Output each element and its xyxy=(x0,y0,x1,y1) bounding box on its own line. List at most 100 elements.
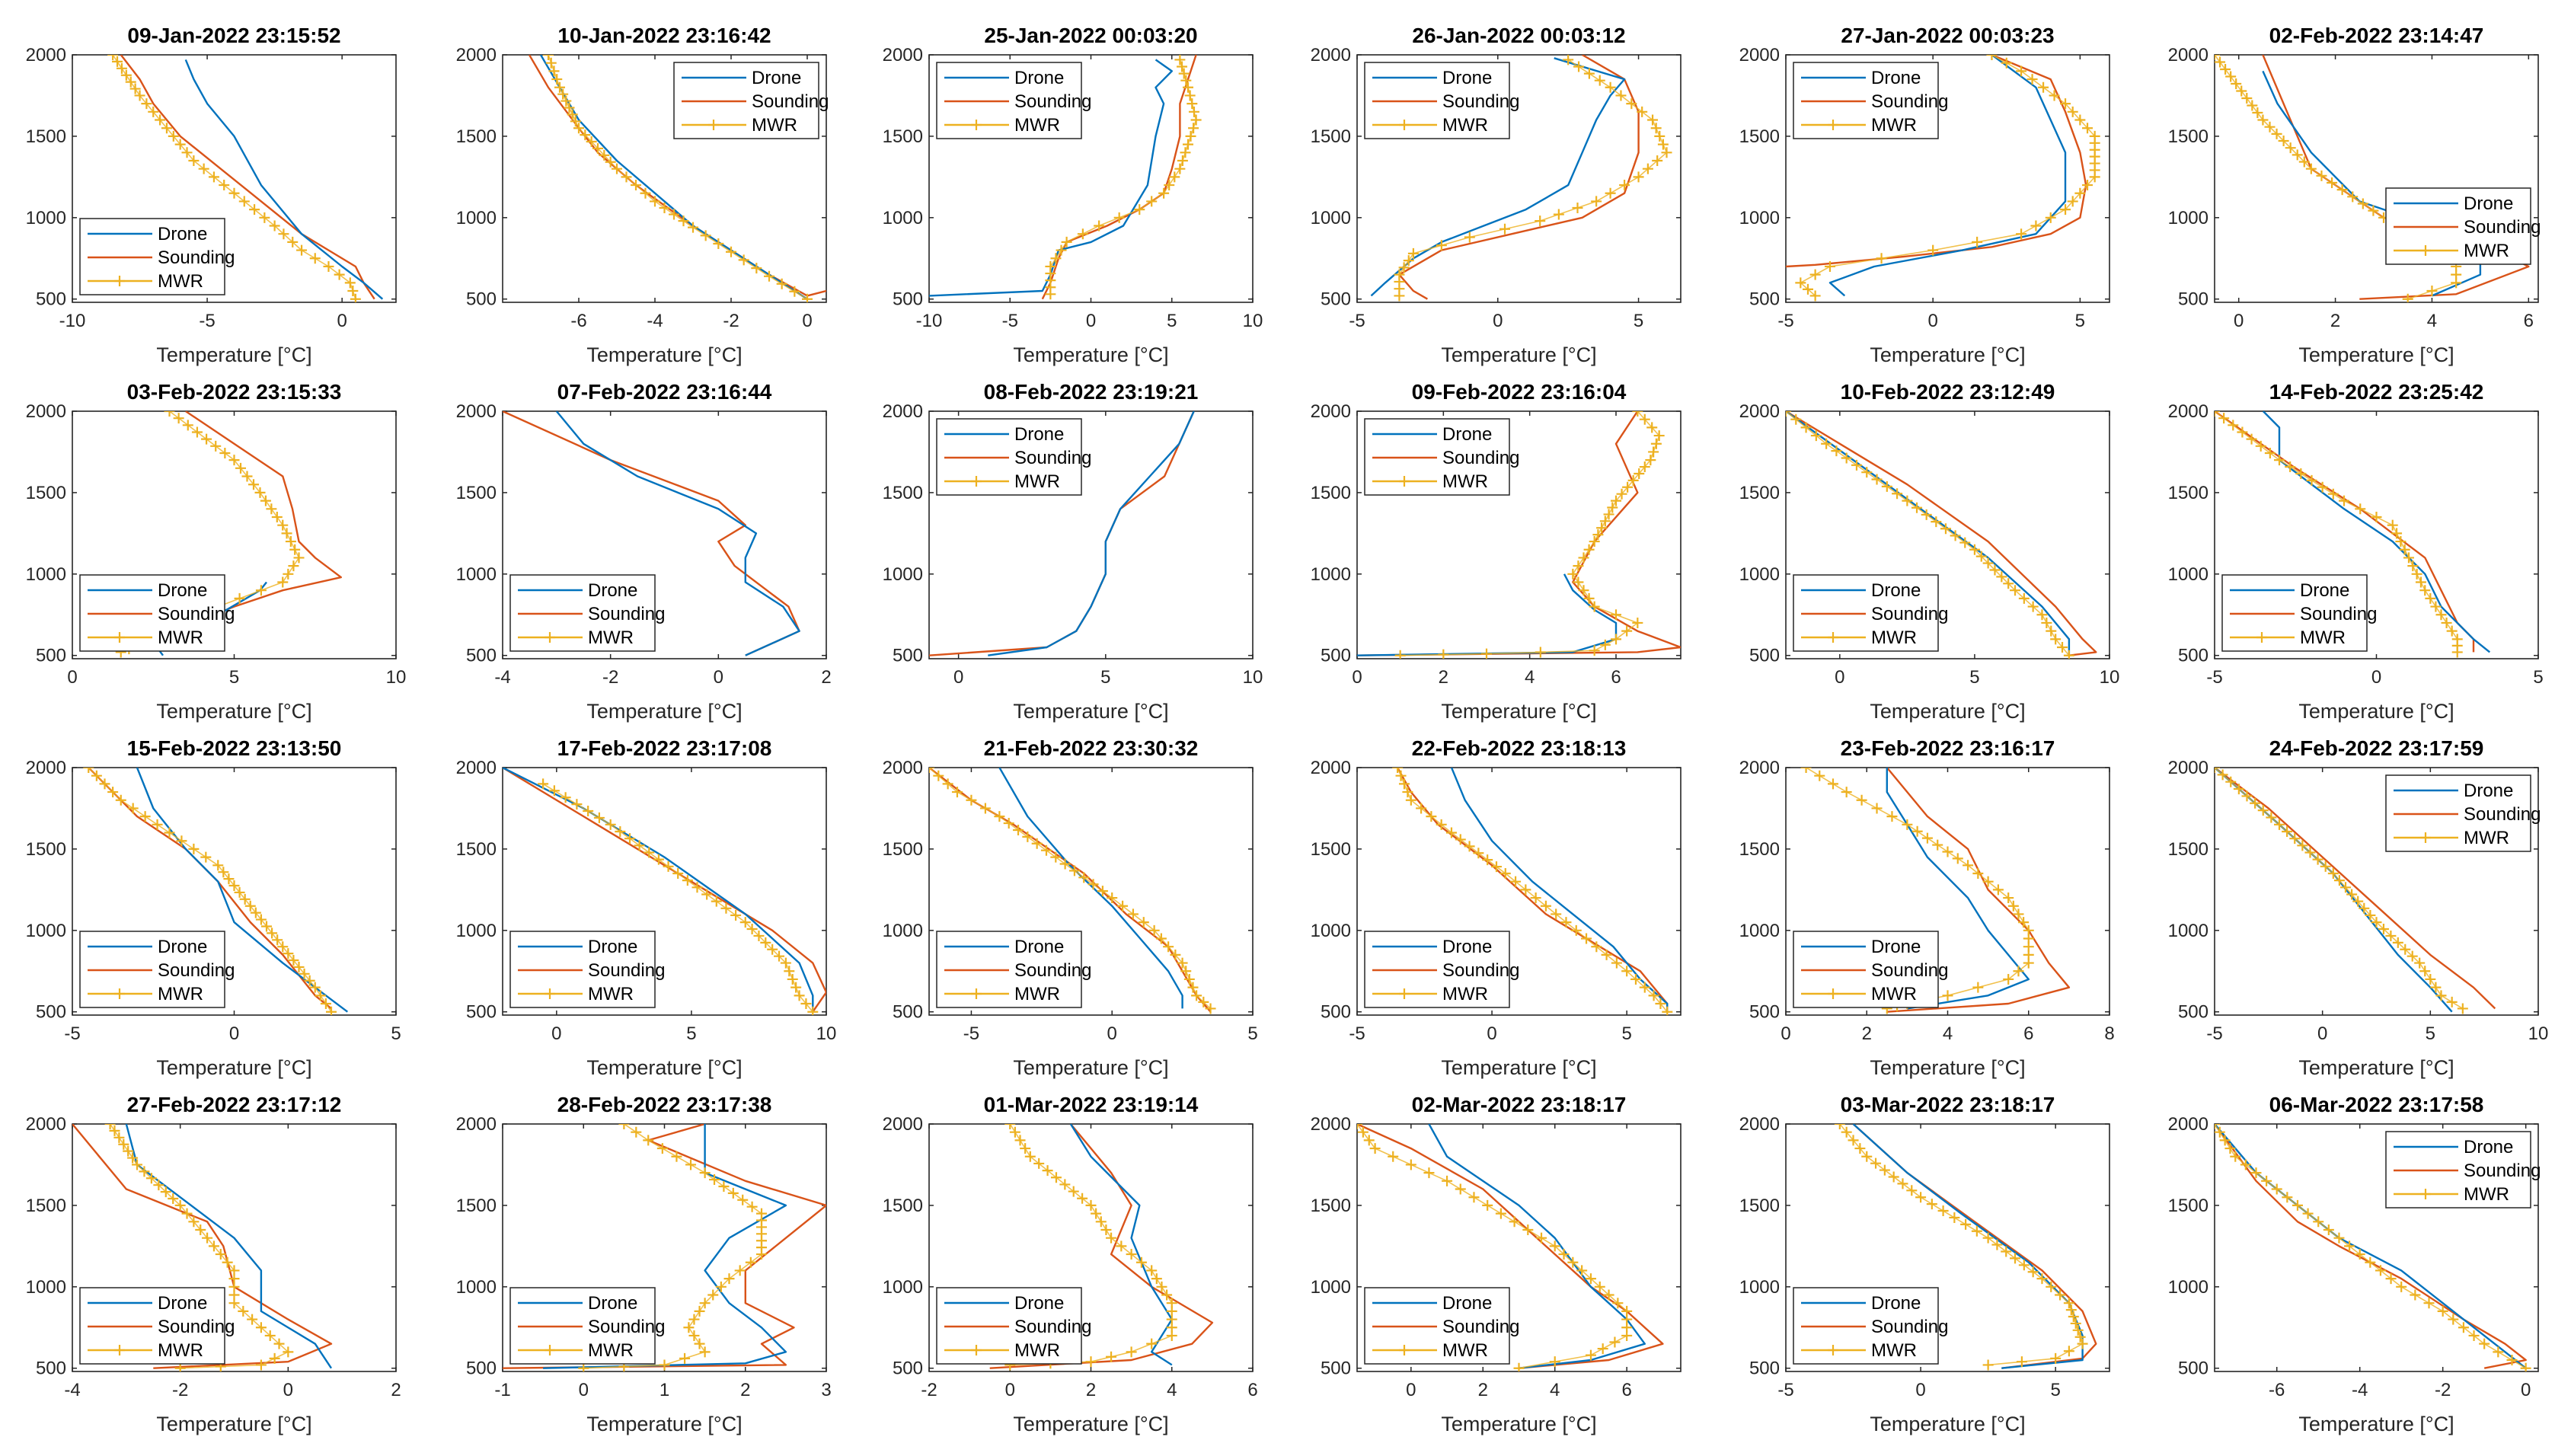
legend-label: Drone xyxy=(1871,1293,1921,1314)
x-axis-label: Temperature [°C] xyxy=(156,343,311,366)
mwr-marker xyxy=(304,975,315,986)
mwr-marker xyxy=(1621,966,1633,977)
mwr-marker xyxy=(2457,1003,2468,1014)
x-tick-label: 2 xyxy=(2330,311,2340,331)
x-tick-label: -6 xyxy=(570,311,586,331)
mwr-marker xyxy=(255,914,267,925)
x-tick-label: -5 xyxy=(1777,311,1793,331)
mwr-marker xyxy=(1155,933,1167,944)
mwr-marker xyxy=(1445,827,1457,838)
mwr-marker xyxy=(1436,240,1447,251)
mwr-marker xyxy=(1581,933,1592,944)
legend-label: Sounding xyxy=(1014,960,1091,981)
mwr-marker xyxy=(2060,204,2071,216)
mwr-marker xyxy=(244,900,256,912)
x-tick-label: 2 xyxy=(1439,667,1448,688)
x-axis-label: Temperature [°C] xyxy=(2298,1413,2454,1435)
mwr-marker xyxy=(1442,1175,1453,1186)
mwr-marker xyxy=(1888,1171,1899,1183)
mwr-marker xyxy=(1971,1225,1982,1237)
legend-label: MWR xyxy=(2300,627,2346,648)
mwr-marker xyxy=(168,1193,179,1204)
mwr-marker xyxy=(2352,896,2364,907)
mwr-marker xyxy=(545,57,557,69)
mwr-marker xyxy=(1578,585,1589,596)
panel-title: 22-Feb-2022 23:18:13 xyxy=(1412,736,1627,760)
panel-title: 09-Jan-2022 23:15:52 xyxy=(127,24,340,47)
mwr-marker xyxy=(202,1232,213,1244)
y-tick-label: 500 xyxy=(466,646,497,666)
x-tick-label: 4 xyxy=(1525,667,1535,688)
mwr-marker xyxy=(201,433,212,445)
mwr-marker xyxy=(2285,461,2296,473)
mwr-marker xyxy=(787,973,798,985)
legend: Drone Sounding MWR xyxy=(1793,574,1948,652)
mwr-marker xyxy=(1061,236,1072,247)
legend: Drone Sounding MWR xyxy=(509,931,665,1008)
mwr-marker xyxy=(1198,996,1209,1007)
mwr-marker xyxy=(241,471,253,482)
y-tick-label: 2000 xyxy=(26,1114,66,1135)
mwr-marker xyxy=(634,840,645,851)
y-tick-label: 1500 xyxy=(883,839,923,860)
mwr-marker xyxy=(1642,163,1653,174)
mwr-marker xyxy=(1655,998,1666,1010)
mwr-marker xyxy=(2027,1266,2039,1278)
mwr-marker xyxy=(238,196,250,207)
mwr-marker xyxy=(1591,196,1602,207)
legend-label: Sounding xyxy=(158,1317,235,1337)
mwr-marker xyxy=(267,928,278,939)
mwr-marker xyxy=(1185,130,1196,142)
x-tick-label: 10 xyxy=(1243,311,1263,331)
x-axis-label: Temperature [°C] xyxy=(2298,343,2454,366)
mwr-marker xyxy=(2292,1199,2303,1211)
y-tick-label: 2000 xyxy=(2168,758,2208,778)
mwr-marker xyxy=(1020,1143,1031,1154)
legend: Drone Sounding MWR xyxy=(1793,1287,1948,1365)
drone-line xyxy=(1852,1124,2084,1369)
mwr-marker xyxy=(2050,634,2062,645)
mwr-marker xyxy=(115,794,126,806)
mwr-marker xyxy=(91,770,102,781)
mwr-marker xyxy=(2446,625,2458,637)
mwr-marker xyxy=(1650,123,1662,134)
mwr-marker xyxy=(1013,824,1024,835)
mwr-marker xyxy=(1972,867,1984,879)
mwr-marker xyxy=(299,968,310,979)
legend-marker xyxy=(1828,1345,1838,1355)
legend-label: MWR xyxy=(2464,828,2509,848)
mwr-marker xyxy=(1809,290,1821,302)
mwr-marker xyxy=(168,130,179,142)
mwr-marker xyxy=(1616,488,1627,500)
mwr-marker xyxy=(2003,973,2014,985)
mwr-marker xyxy=(1583,592,1595,604)
mwr-marker xyxy=(2285,142,2296,154)
mwr-marker xyxy=(1078,872,1090,883)
panel-title: 03-Feb-2022 23:15:33 xyxy=(127,380,342,404)
mwr-marker xyxy=(1603,509,1614,520)
legend-label: Drone xyxy=(752,68,801,88)
legend-label: MWR xyxy=(1014,115,1060,136)
legend-label: Sounding xyxy=(1014,1317,1091,1337)
mwr-marker xyxy=(1814,770,1825,781)
y-tick-label: 500 xyxy=(2178,646,2208,666)
mwr-marker xyxy=(1510,876,1522,887)
mwr-marker xyxy=(1003,818,1014,829)
legend-label: MWR xyxy=(588,627,634,648)
mwr-marker xyxy=(1969,544,1980,555)
x-axis-label: Temperature [°C] xyxy=(1870,343,2025,366)
x-tick-label: -5 xyxy=(2206,667,2222,688)
mwr-marker xyxy=(181,1208,193,1219)
legend-label: MWR xyxy=(1014,984,1060,1004)
mwr-marker xyxy=(578,1362,589,1371)
sounding-line xyxy=(503,411,800,656)
mwr-marker xyxy=(612,163,622,174)
mwr-marker xyxy=(123,1145,134,1157)
sounding-line xyxy=(120,55,375,300)
panel: 10-Feb-2022 23:12:49 500 1000 1500 2000 0 5 10 T… xyxy=(1739,380,2120,723)
mwr-marker xyxy=(2357,198,2368,209)
mwr-marker xyxy=(1107,892,1118,904)
panel-title: 23-Feb-2022 23:16:17 xyxy=(1841,736,2055,760)
y-tick-label: 2000 xyxy=(1739,758,1780,778)
mwr-marker xyxy=(118,1138,129,1150)
